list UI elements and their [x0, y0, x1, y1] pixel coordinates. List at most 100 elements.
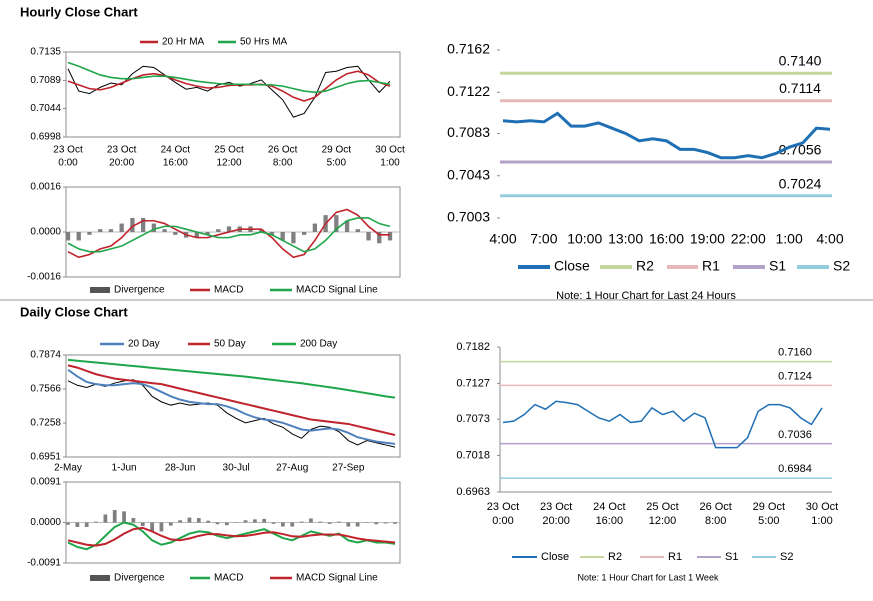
series-line	[67, 208, 390, 259]
x-tick-label: 16:00	[163, 158, 188, 169]
x-tick-label: 27-Sep	[332, 463, 365, 474]
divergence-bar	[327, 522, 332, 524]
x-tick-label: 4:00	[489, 231, 516, 247]
legend-label: Close	[554, 258, 590, 274]
section-title: Daily Close Chart	[20, 304, 128, 319]
divergence-bar	[337, 521, 341, 523]
legend-label: Divergence	[114, 573, 165, 584]
y-tick-label: 0.7258	[30, 418, 61, 429]
divergence-bar	[355, 229, 360, 232]
divergence-bar	[140, 217, 146, 232]
x-tick-label: 25 Oct	[646, 501, 678, 513]
y-tick-label: 0.0000	[30, 517, 61, 528]
divergence-bar	[377, 232, 382, 244]
legend-label: Close	[541, 551, 569, 563]
x-tick-label: 30 Oct	[806, 501, 838, 513]
level-label: 0.7114	[779, 80, 821, 96]
divergence-bar	[262, 518, 267, 523]
x-tick-label: 10:00	[567, 231, 602, 247]
divergence-bar	[122, 511, 126, 523]
y-tick-label: 0.7566	[30, 384, 61, 395]
divergence-bar	[269, 232, 275, 235]
x-tick-label: 29 Oct	[322, 145, 352, 156]
legend-swatch	[90, 287, 110, 293]
legend-label: Divergence	[114, 285, 165, 296]
x-tick-label: 28-Jun	[165, 463, 196, 474]
x-tick-label: 20:00	[109, 158, 134, 169]
x-tick-label: 12:00	[649, 515, 677, 527]
series-line	[67, 358, 396, 399]
level-label: 0.7160	[778, 347, 812, 359]
legend-label: R1	[702, 258, 720, 274]
y-tick-label: 0.7018	[456, 449, 490, 461]
legend-label: 20 Day	[128, 339, 160, 350]
x-tick-label: 27-Aug	[276, 463, 308, 474]
x-tick-label: 1:00	[380, 158, 400, 169]
divergence-bar	[196, 518, 201, 523]
x-tick-label: 8:00	[273, 158, 293, 169]
divergence-bar	[205, 232, 210, 235]
section-title: Hourly Close Chart	[20, 4, 138, 19]
x-tick-label: 26 Oct	[699, 501, 731, 513]
divergence-bar	[259, 229, 264, 232]
y-tick-label: 0.0000	[30, 227, 61, 238]
y-tick-label: 0.7003	[447, 209, 490, 225]
legend-label: S1	[769, 258, 786, 274]
divergence-bar	[130, 217, 135, 232]
y-tick-label: 0.7043	[447, 166, 490, 182]
divergence-bar	[65, 232, 71, 241]
x-tick-label: 0:00	[492, 515, 513, 527]
divergence-bar	[309, 518, 313, 523]
x-tick-label: 5:00	[758, 515, 779, 527]
y-tick-label: 0.7083	[447, 124, 490, 140]
y-tick-label: 0.0091	[30, 477, 61, 488]
x-tick-label: 1-Jun	[112, 463, 137, 474]
legend-label: S2	[833, 258, 850, 274]
divergence-bar	[387, 232, 393, 241]
divergence-bar	[98, 229, 103, 232]
divergence-bar	[318, 521, 323, 523]
y-tick-label: 0.6963	[456, 486, 490, 498]
chart-note: Note: 1 Hour Chart for Last 1 Week	[578, 572, 719, 582]
y-tick-label: 0.6998	[30, 132, 61, 143]
y-tick-label: 0.7122	[447, 83, 490, 99]
x-tick-label: 16:00	[649, 231, 684, 247]
y-tick-label: -0.0016	[27, 272, 61, 283]
legend-label: 200 Day	[300, 339, 337, 350]
x-tick-label: 30-Jul	[223, 463, 250, 474]
legend-label: MACD	[214, 573, 243, 584]
x-tick-label: 5:00	[327, 158, 347, 169]
divergence-bar	[271, 522, 276, 524]
divergence-bar	[243, 520, 248, 523]
level-label: 0.7124	[778, 371, 812, 383]
divergence-bar	[87, 232, 92, 235]
legend-label: S1	[725, 551, 738, 563]
divergence-bar	[344, 220, 350, 232]
y-tick-label: 0.7044	[30, 103, 61, 114]
x-tick-label: 22:00	[731, 231, 766, 247]
divergence-bar	[281, 522, 285, 527]
x-tick-label: 2-May	[54, 463, 82, 474]
series-line	[67, 368, 396, 445]
divergence-bar	[140, 522, 145, 527]
series-line	[67, 61, 391, 94]
divergence-bar	[252, 519, 257, 523]
divergence-bar	[178, 520, 182, 523]
legend-swatch	[90, 575, 110, 581]
divergence-bar	[66, 522, 70, 525]
y-tick-label: 0.7135	[30, 47, 61, 58]
y-tick-label: 0.7182	[456, 341, 490, 353]
chart-note: Note: 1 Hour Chart for Last 24 Hours	[556, 290, 736, 302]
legend-label: MACD	[214, 285, 243, 296]
divergence-bar	[108, 229, 114, 232]
legend-label: MACD Signal Line	[296, 573, 378, 584]
divergence-bar	[215, 522, 220, 525]
divergence-bar	[112, 510, 117, 523]
plot-frame	[65, 51, 401, 138]
divergence-bar	[224, 522, 229, 526]
x-tick-label: 23 Oct	[487, 501, 519, 513]
divergence-bar	[162, 229, 167, 232]
x-tick-label: 20:00	[542, 515, 570, 527]
level-label: 0.6984	[778, 463, 812, 475]
x-tick-label: 0:00	[58, 158, 78, 169]
